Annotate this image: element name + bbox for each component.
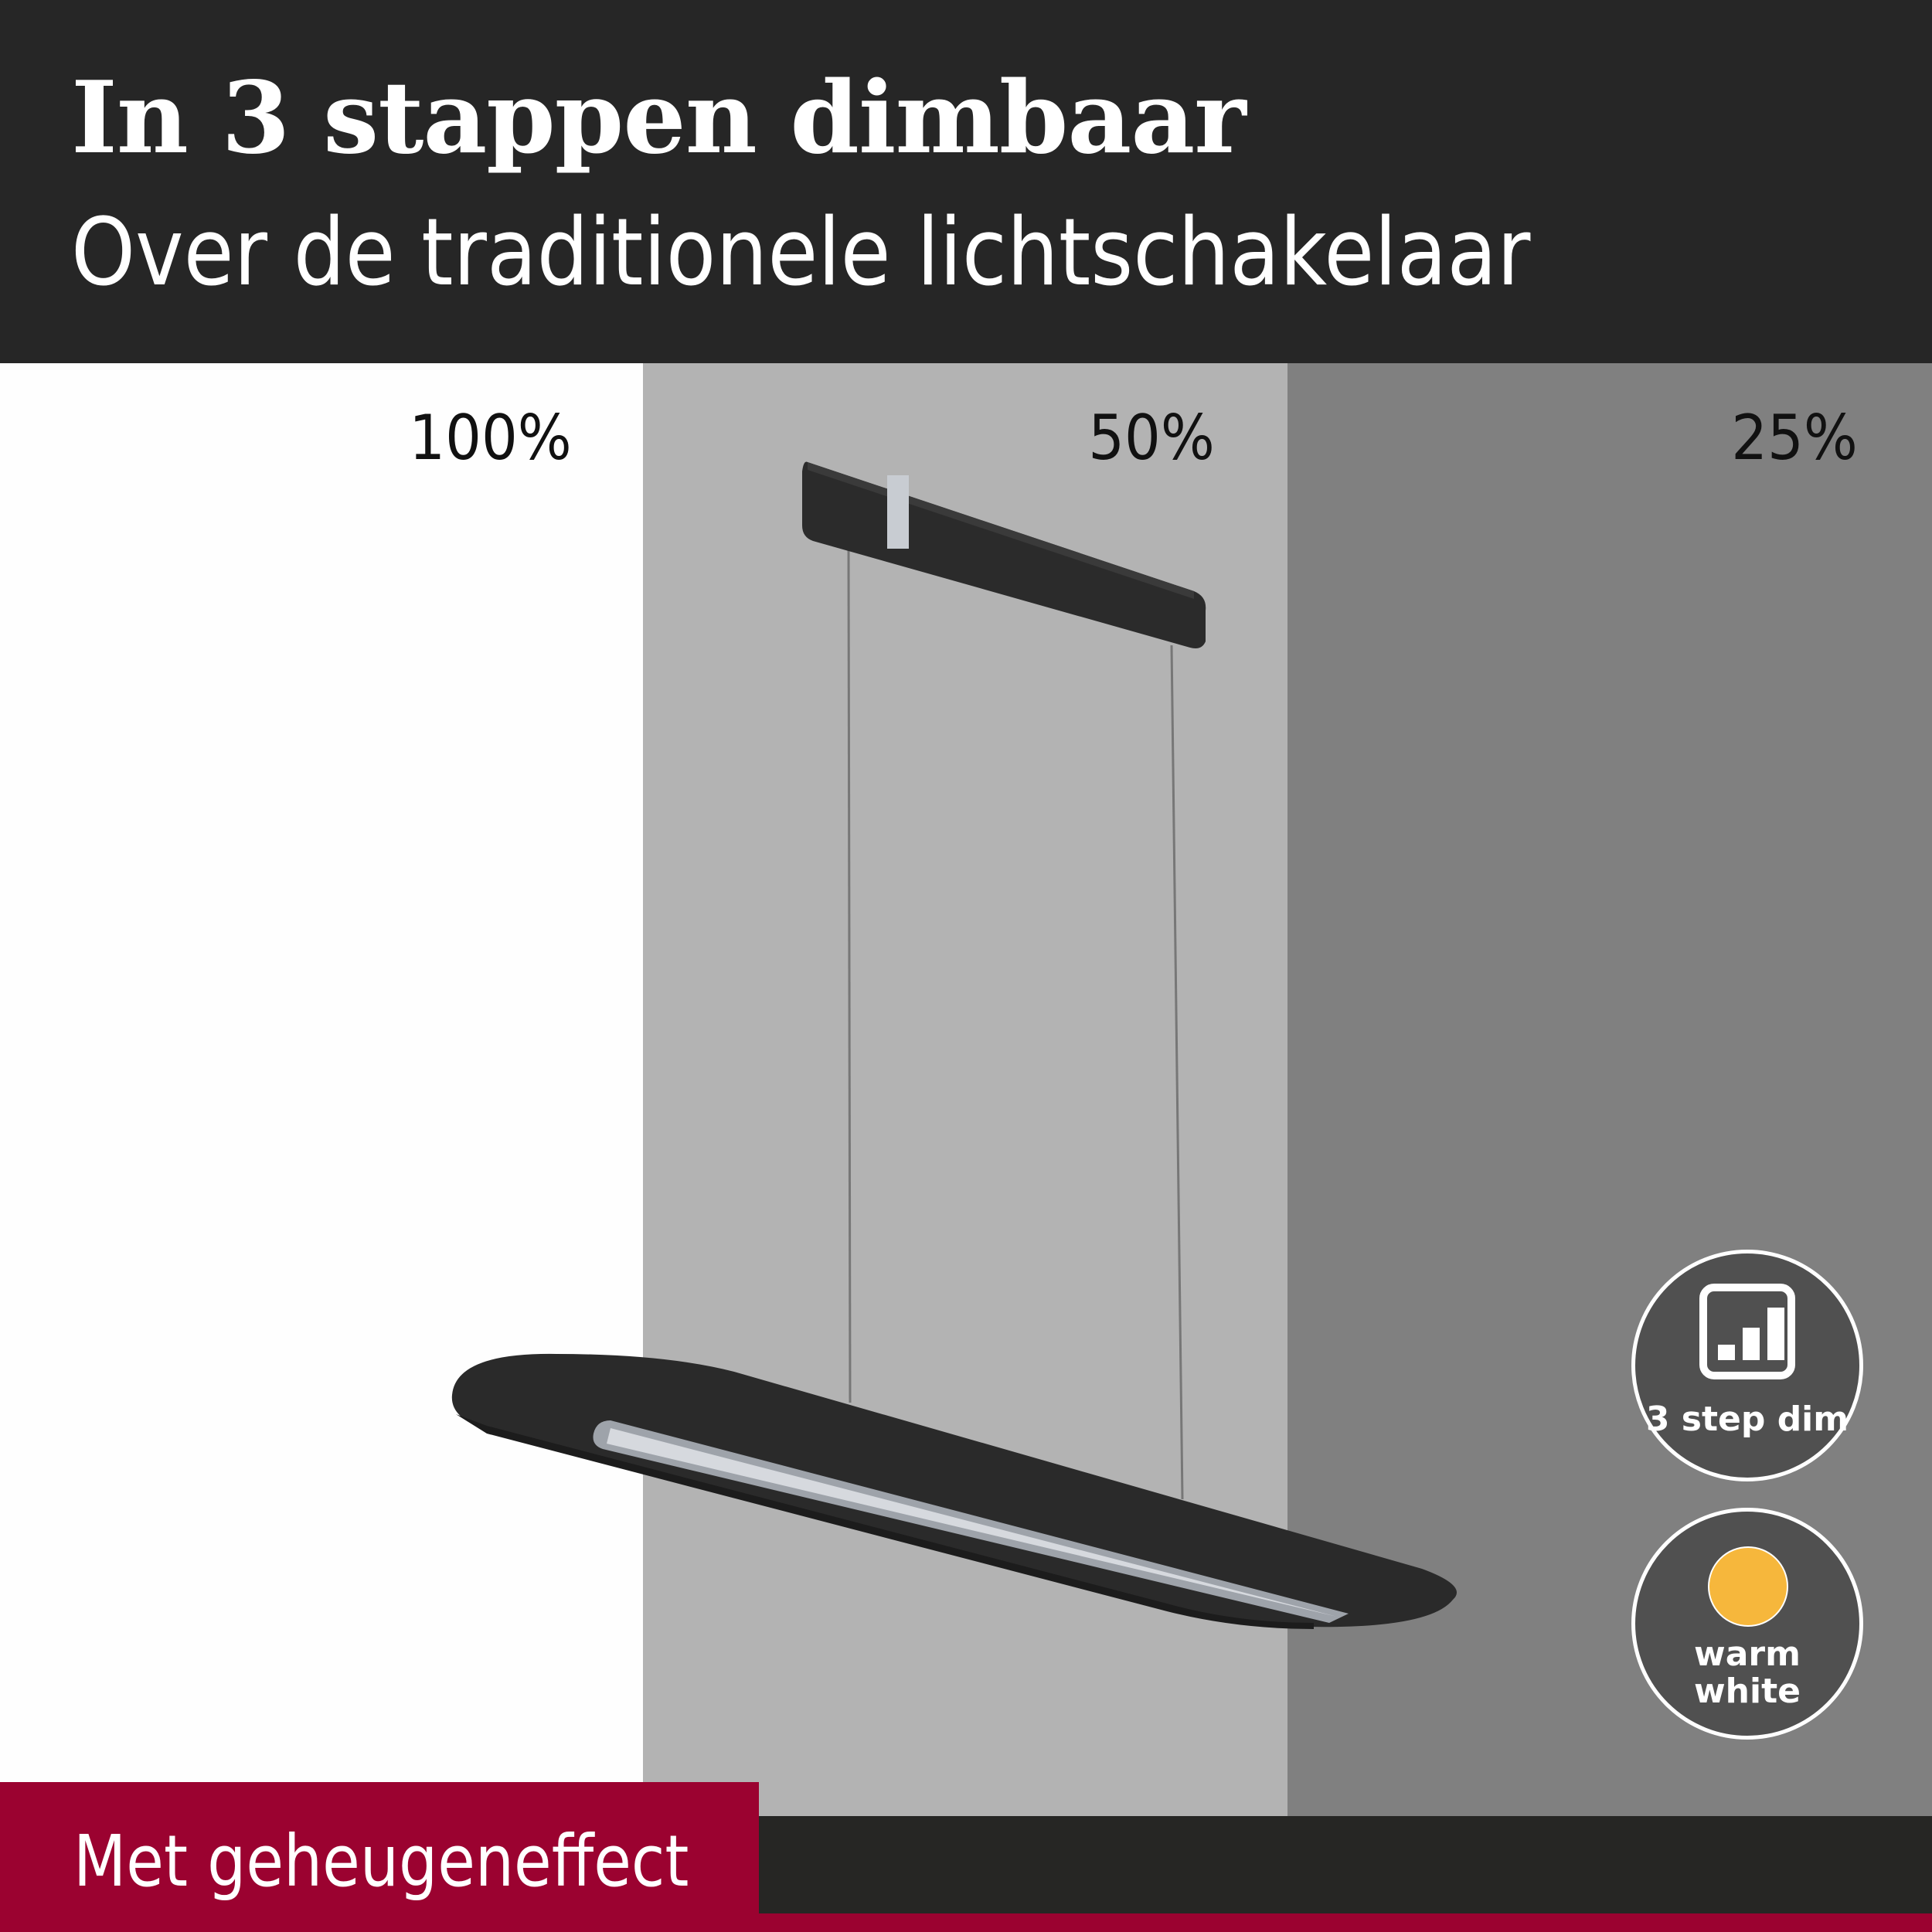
- badge-label-line2: white: [1694, 1672, 1801, 1711]
- lamp-panel: [451, 1353, 1458, 1629]
- feature-banner-text: Met geheugeneffect: [73, 1820, 689, 1903]
- badge-3-step-dim: 3 step dim: [1631, 1250, 1863, 1481]
- badge-label: 3 step dim: [1645, 1400, 1849, 1439]
- level-label-50: 50%: [1088, 402, 1215, 474]
- signal-bars-icon: [1699, 1284, 1795, 1379]
- warm-light-dot-icon: [1708, 1546, 1788, 1627]
- header-bar: In 3 stappen dimbaar Over de traditionel…: [0, 0, 1932, 363]
- level-panel-100: [0, 363, 645, 1816]
- headline: In 3 stappen dimbaar: [71, 60, 1247, 176]
- subheadline: Over de traditionele lichtschakelaar: [71, 199, 1531, 307]
- badge-warm-white: warm white: [1631, 1508, 1863, 1740]
- feature-banner: [0, 1782, 759, 1932]
- suspension-wire: [847, 544, 852, 1403]
- level-label-25: 25%: [1731, 402, 1858, 474]
- level-label-100: 100%: [409, 402, 572, 474]
- ceiling-canopy: [802, 461, 1206, 648]
- suspension-wire: [1170, 645, 1184, 1500]
- badge-label-line1: warm: [1694, 1634, 1801, 1674]
